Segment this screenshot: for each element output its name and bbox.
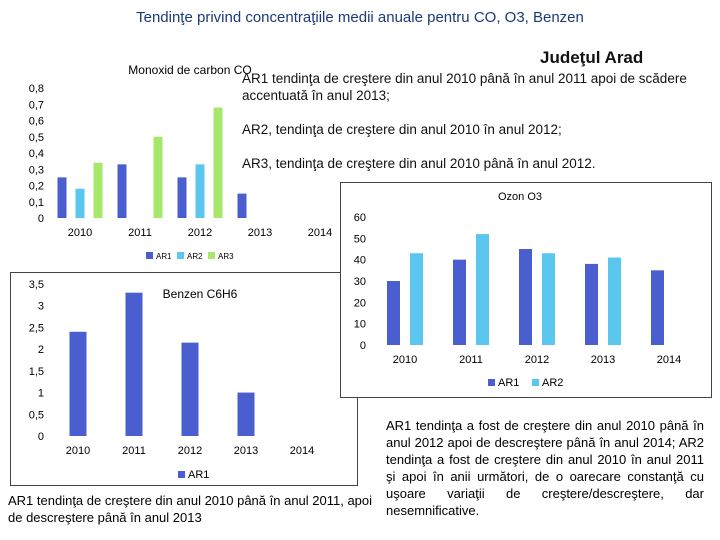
x-tick-label: 2012 — [178, 445, 202, 457]
legend-label-ar2: AR2 — [542, 377, 563, 389]
bar-ar1-2011 — [453, 259, 466, 345]
bar-ar3-2012 — [213, 107, 223, 218]
y-tick-label: 10 — [354, 319, 366, 331]
benzen-chart: 0 0,5 1 1,5 2 2,5 3 3,5 2010 2011 2012 2013 2014 Benz… — [10, 272, 358, 486]
x-tick-label: 2013 — [248, 227, 272, 239]
y-tick-label: 0,5 — [29, 132, 44, 144]
y-tick-label: 1,5 — [29, 366, 44, 378]
bar-ar1-2012 — [519, 249, 532, 345]
y-tick-label: 0,4 — [29, 148, 44, 160]
bar-ar1-2010 — [57, 177, 67, 218]
legend-swatch-ar1 — [178, 471, 185, 478]
legend-label-ar1: AR1 — [498, 377, 519, 389]
x-tick-label: 2011 — [128, 227, 152, 239]
bar-ar1-2011 — [117, 164, 127, 218]
x-tick-label: 2014 — [308, 227, 332, 239]
legend-label-ar1: AR1 — [156, 252, 172, 261]
bar-ar1-2012 — [177, 177, 187, 218]
x-tick-label: 2014 — [290, 445, 314, 457]
benzen-note: AR1 tendinţa de creştere din anul 2010 p… — [8, 493, 373, 525]
bar-ar2-2010 — [75, 188, 85, 218]
bar-ar2-2012 — [195, 164, 205, 218]
y-tick-label: 30 — [354, 276, 366, 288]
page-title: Tendinţe privind concentraţiile medii an… — [136, 9, 584, 26]
y-tick-label: 0,1 — [29, 197, 44, 209]
bar-ar1-2013 — [237, 392, 255, 436]
ozon-chart: 0 10 20 30 40 50 60 2010 2011 2012 2013 2014 Ozon O3… — [340, 182, 712, 398]
legend-label-ar2: AR2 — [187, 252, 203, 261]
legend-label-ar3: AR3 — [218, 252, 234, 261]
legend-swatch-ar2 — [532, 379, 539, 386]
x-tick-label: 2012 — [188, 227, 212, 239]
chart-title: Monoxid de carbon CO — [128, 63, 251, 77]
bar-ar1-2010 — [69, 331, 87, 436]
y-tick-label: 3,5 — [29, 279, 44, 291]
x-tick-label: 2014 — [657, 354, 681, 366]
y-tick-label: 0,3 — [29, 164, 44, 176]
x-tick-label: 2011 — [122, 445, 146, 457]
x-tick-label: 2010 — [68, 227, 92, 239]
bar-ar1-2012 — [181, 342, 199, 436]
co-note-ar1: AR1 tendinţa de creştere din anul 2010 p… — [242, 71, 687, 103]
legend-swatch-ar3 — [208, 252, 215, 259]
region-label: Judeţul Arad — [540, 48, 644, 67]
legend-label-ar1: AR1 — [188, 469, 209, 481]
bar-ar3-2010 — [93, 162, 103, 218]
y-tick-label: 0,5 — [29, 409, 44, 421]
y-tick-label: 40 — [354, 255, 366, 267]
bar-ar2-2011 — [476, 234, 489, 345]
legend-swatch-ar2 — [177, 252, 184, 259]
co-chart: 0 0,1 0,2 0,3 0,4 0,5 0,6 0,7 0,8 2010 2011 2012 201… — [29, 63, 333, 261]
y-tick-label: 20 — [354, 297, 366, 309]
y-tick-label: 3 — [38, 301, 44, 313]
co-note-ar2: AR2, tendinţa de creştere din anul 2010 … — [242, 122, 562, 137]
bar-ar1-2010 — [387, 281, 400, 345]
y-tick-label: 60 — [354, 212, 366, 224]
x-tick-label: 2013 — [591, 354, 615, 366]
y-tick-label: 0,2 — [29, 181, 44, 193]
bar-ar1-2014 — [651, 270, 664, 345]
y-tick-label: 1 — [38, 388, 44, 400]
x-tick-label: 2010 — [66, 445, 90, 457]
x-tick-label: 2013 — [234, 445, 258, 457]
legend-swatch-ar1 — [488, 379, 495, 386]
bar-ar1-2013 — [237, 193, 247, 218]
y-tick-label: 0 — [38, 213, 44, 225]
bar-ar2-2012 — [542, 253, 555, 345]
bar-ar2-2010 — [410, 253, 423, 345]
y-tick-label: 50 — [354, 233, 366, 245]
chart-title: Benzen C6H6 — [163, 287, 238, 301]
bar-ar2-2013 — [608, 257, 621, 345]
legend-swatch-ar1 — [146, 252, 153, 259]
y-tick-label: 0 — [38, 431, 44, 443]
co-note-ar3: AR3, tendinţa de creştere din anul 2010 … — [242, 156, 596, 171]
y-tick-label: 2 — [38, 344, 44, 356]
y-tick-label: 0,6 — [29, 116, 44, 128]
y-tick-label: 2,5 — [29, 322, 44, 334]
ozon-note: AR1 tendinţa a fost de creştere din anul… — [386, 418, 704, 518]
y-tick-label: 0 — [360, 340, 366, 352]
x-tick-label: 2010 — [393, 354, 417, 366]
y-tick-label: 0,7 — [29, 99, 44, 111]
bar-ar3-2011 — [153, 136, 163, 218]
bar-ar1-2013 — [585, 263, 598, 345]
bar-ar1-2011 — [125, 292, 143, 436]
chart-title: Ozon O3 — [498, 191, 542, 203]
y-tick-label: 0,8 — [29, 83, 44, 95]
x-tick-label: 2012 — [525, 354, 549, 366]
x-tick-label: 2011 — [459, 354, 483, 366]
